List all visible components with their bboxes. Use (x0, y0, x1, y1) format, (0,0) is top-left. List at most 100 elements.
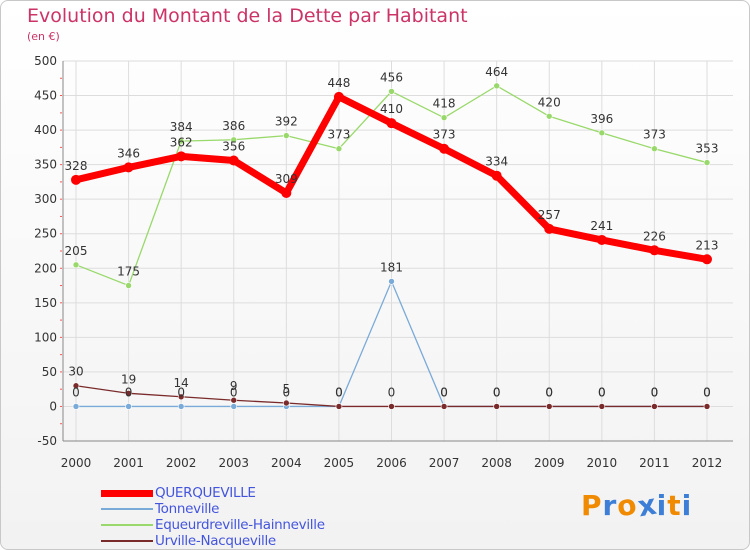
data-point (72, 382, 80, 390)
data-label: 346 (117, 146, 140, 160)
data-label: 19 (121, 372, 136, 386)
data-point (388, 403, 395, 410)
x-tick-label: 2008 (481, 456, 512, 470)
data-point (125, 403, 132, 410)
data-label: 0 (598, 385, 606, 399)
y-tick-label: 450 (34, 89, 57, 103)
data-label: 373 (433, 128, 456, 142)
data-label: 30 (68, 365, 83, 379)
x-tick-label: 2000 (61, 456, 92, 470)
data-point (388, 88, 395, 95)
data-point (440, 403, 448, 410)
data-label: 0 (283, 385, 291, 399)
data-point (651, 403, 658, 410)
data-point (493, 403, 500, 410)
data-point (598, 403, 606, 410)
x-tick-label: 2001 (113, 456, 144, 470)
x-tick-label: 2007 (429, 456, 460, 470)
data-point (71, 174, 81, 185)
data-label: 448 (327, 76, 350, 90)
data-label: 0 (545, 385, 553, 399)
data-label: 373 (327, 128, 350, 142)
data-point (703, 159, 711, 166)
data-label: 420 (538, 95, 561, 109)
data-point (283, 132, 290, 139)
data-label: 175 (117, 265, 140, 279)
data-point (228, 155, 239, 166)
data-point (123, 162, 134, 173)
legend-label: Tonneville (155, 501, 220, 517)
legend-label: QUERQUEVILLE (155, 485, 256, 501)
data-label: 0 (125, 385, 133, 399)
data-label: 181 (380, 260, 403, 274)
x-tick-label: 2002 (166, 456, 197, 470)
data-label: 384 (170, 120, 193, 134)
data-label: 0 (177, 385, 185, 399)
data-label: 5 (283, 382, 291, 396)
data-label: 334 (485, 155, 508, 169)
chart-title: Evolution du Montant de la Dette par Hab… (27, 5, 468, 27)
data-label: 328 (65, 159, 88, 173)
data-point (72, 261, 80, 269)
y-tick-label: 50 (42, 365, 57, 379)
data-label: 14 (174, 376, 189, 390)
data-point (333, 91, 344, 102)
x-tick-label: 2004 (271, 456, 302, 470)
x-tick-label: 2010 (587, 456, 618, 470)
data-label: 226 (643, 229, 666, 243)
data-point (176, 151, 187, 162)
data-point (177, 137, 185, 145)
data-label: 392 (275, 115, 298, 129)
data-label: 0 (388, 385, 396, 399)
y-tick-label: 100 (34, 330, 57, 344)
legend-swatch (101, 540, 153, 542)
data-label: 410 (380, 102, 403, 116)
legend-label: Urville-Nacqueville (155, 533, 276, 549)
data-point (439, 143, 450, 154)
data-point (493, 82, 500, 90)
data-point (651, 145, 658, 153)
data-label: 0 (440, 385, 448, 399)
data-label: 396 (590, 112, 613, 126)
data-point (230, 136, 238, 144)
y-tick-label: 300 (34, 192, 57, 206)
y-tick-label: 200 (34, 261, 57, 275)
data-point (335, 403, 343, 410)
data-point (596, 234, 607, 245)
data-point (125, 390, 132, 397)
y-tick-label: 250 (34, 227, 57, 241)
data-point (281, 187, 292, 198)
data-label: 257 (538, 208, 561, 222)
data-point (177, 393, 185, 401)
y-tick-label: 0 (49, 399, 57, 413)
data-point (177, 403, 185, 410)
legend-swatch (101, 524, 153, 526)
data-label: 213 (696, 238, 719, 252)
data-label: 309 (275, 172, 298, 186)
data-point (72, 403, 80, 410)
data-label: 356 (222, 139, 245, 153)
y-tick-label: 150 (34, 296, 57, 310)
data-label: 353 (696, 142, 719, 156)
legend-label: Equeurdreville-Hainneville (155, 517, 325, 533)
data-point (491, 170, 502, 181)
y-tick-label: 400 (34, 123, 57, 137)
data-label: 205 (65, 244, 88, 258)
data-label: 0 (335, 385, 343, 399)
data-label: 0 (545, 385, 553, 399)
data-label: 0 (651, 385, 659, 399)
data-label: 418 (433, 97, 456, 111)
data-point (545, 112, 553, 120)
data-point (440, 114, 448, 121)
data-label: 0 (703, 385, 711, 399)
data-label: 362 (170, 135, 193, 149)
x-tick-label: 2009 (534, 456, 565, 470)
y-tick-label: 350 (34, 158, 57, 172)
proxiti-logo: Proxiti (581, 487, 693, 524)
chart-unit: (en €) (27, 30, 60, 43)
data-point (544, 223, 555, 234)
data-label: 386 (222, 119, 245, 133)
data-label: 0 (493, 385, 501, 399)
